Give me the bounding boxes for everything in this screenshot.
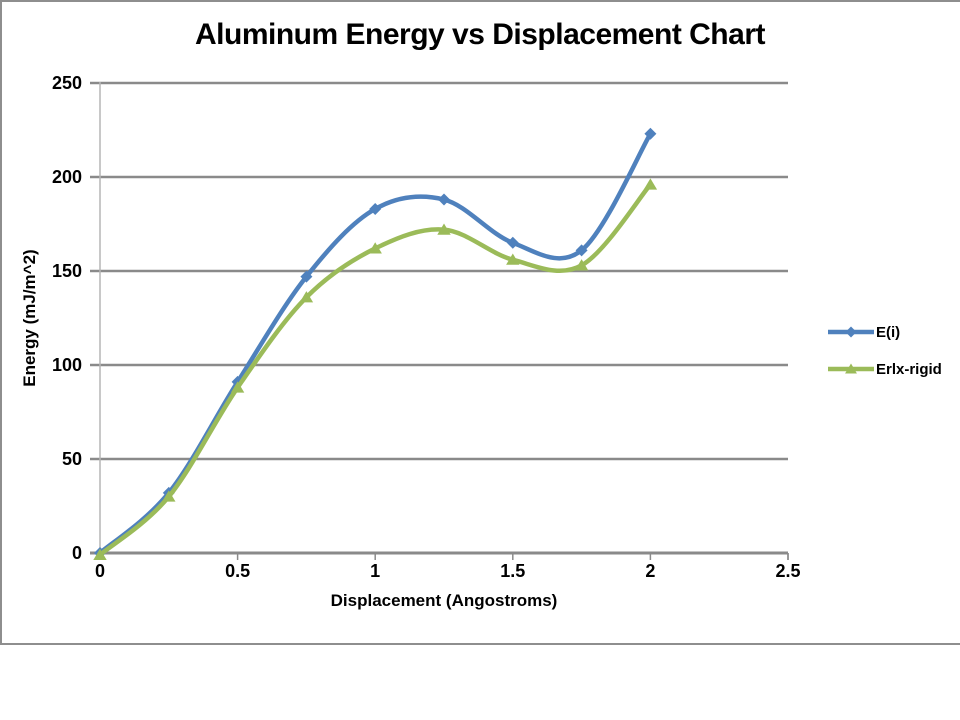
x-tick-label-0.5: 0.5: [225, 561, 251, 581]
series-marker-triangle-erlx-rigid: [437, 223, 451, 235]
legend: E(i) Erlx-rigid: [828, 319, 942, 393]
series-marker-diamond-e-i: [300, 270, 313, 283]
x-axis-title: Displacement (Angostroms): [330, 591, 558, 610]
series-marker-triangle-erlx-rigid: [574, 259, 589, 271]
series-marker-triangle-erlx-rigid: [368, 242, 382, 254]
y-tick-label-0: 0: [71, 543, 82, 563]
series-marker-diamond-e-i: [369, 202, 382, 215]
series-marker-triangle-erlx-rigid: [93, 548, 107, 560]
legend-label-e-i: E(i): [876, 323, 901, 341]
legend-item-e-i: E(i): [828, 319, 942, 345]
chart-title: Aluminum Energy vs Displacement Chart: [195, 18, 766, 51]
series-marker-triangle-erlx-rigid: [643, 178, 658, 190]
triangle-swatch-icon: [828, 363, 874, 374]
plot-area: [90, 81, 789, 560]
y-axis-title: Energy (mJ/m^2): [20, 249, 39, 387]
y-tick-label-150: 150: [51, 261, 82, 281]
series-marker-diamond-e-i: [506, 236, 519, 249]
x-tick-label-1.5: 1.5: [500, 561, 526, 581]
y-tick-label-250: 250: [51, 73, 82, 93]
series-marker-triangle-erlx-rigid: [299, 291, 314, 303]
chart-frame: [0, 0, 960, 645]
legend-label-erlx-rigid: Erlx-rigid: [876, 360, 942, 378]
x-tick-label-0: 0: [94, 561, 105, 581]
series-marker-triangle-erlx-rigid: [506, 253, 520, 265]
x-tick-label-1: 1: [370, 561, 381, 581]
y-tick-label-100: 100: [51, 355, 82, 375]
diamond-swatch-icon: [828, 326, 874, 338]
legend-item-erlx-rigid: Erlx-rigid: [828, 356, 942, 382]
series-marker-diamond-e-i: [575, 244, 588, 257]
y-tick-label-200: 200: [51, 167, 82, 187]
y-tick-label-50: 50: [61, 449, 82, 469]
x-tick-label-2: 2: [645, 561, 656, 581]
x-tick-label-2.5: 2.5: [775, 561, 801, 581]
series-line-e-i: [97, 131, 653, 556]
series-marker-triangle-erlx-rigid: [230, 381, 245, 393]
series-marker-diamond-e-i: [438, 193, 450, 206]
series-marker-triangle-erlx-rigid: [162, 490, 176, 502]
series-line-erlx-rigid: [97, 182, 653, 558]
series-marker-diamond-e-i: [644, 127, 657, 140]
